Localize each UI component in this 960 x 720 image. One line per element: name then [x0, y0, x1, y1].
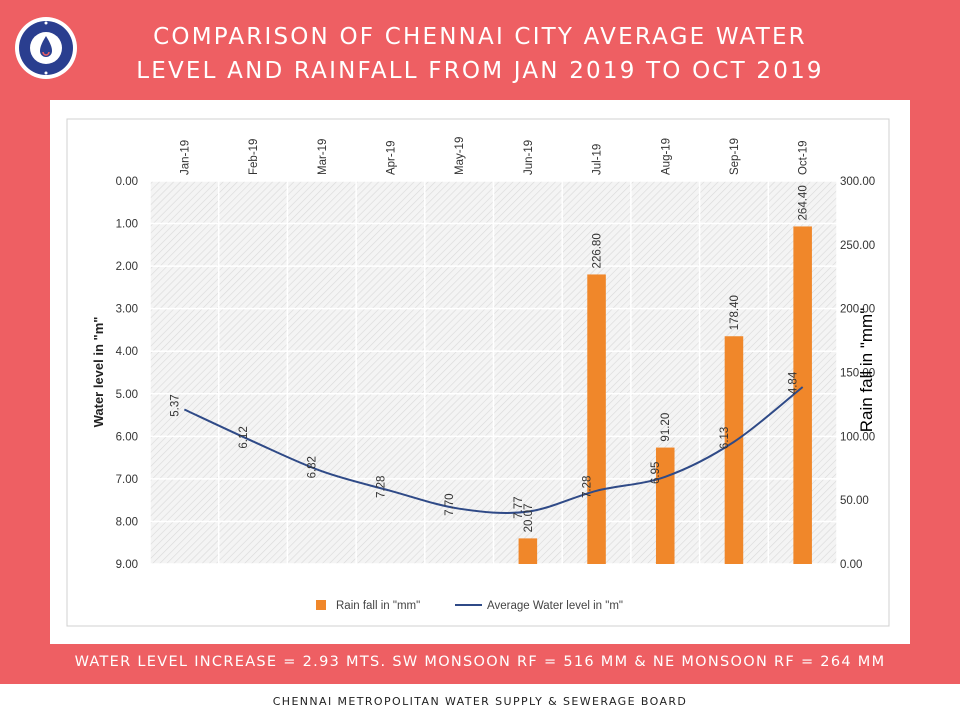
right-axis-label: Rain fall in "mm" — [857, 308, 876, 433]
left-tick-label: 5.00 — [116, 389, 138, 401]
right-tick-label: 50.00 — [840, 495, 869, 507]
right-tick-label: 150.00 — [840, 368, 875, 380]
left-tick-label: 4.00 — [116, 346, 138, 358]
rain-bar — [793, 226, 812, 564]
x-tick-label: Feb-19 — [248, 139, 260, 175]
cmwssb-logo-icon — [15, 17, 77, 79]
water-level-value-label: 6.95 — [650, 462, 662, 484]
organization-name: CHENNAI METROPOLITAN WATER SUPPLY & SEWE… — [272, 695, 688, 708]
x-tick-label: Jul-19 — [592, 144, 604, 175]
rain-bar — [518, 538, 538, 564]
right-tick-label: 100.00 — [840, 431, 875, 443]
rain-bar — [724, 336, 744, 564]
chart-title: COMPARISON OF CHENNAI CITY AVERAGE WATER… — [0, 20, 960, 88]
water-level-line — [183, 386, 804, 514]
legend-bar-swatch — [316, 600, 326, 610]
x-tick-label: Apr-19 — [385, 140, 397, 175]
left-tick-label: 3.00 — [116, 304, 138, 316]
chart-border — [66, 118, 890, 627]
water-level-value-label: 6.82 — [307, 456, 319, 478]
rain-bars — [518, 226, 812, 564]
title-line-2: LEVEL AND RAINFALL FROM JAN 2019 TO OCT … — [136, 58, 824, 84]
rain-bar — [587, 274, 606, 564]
rain-value-label: 226.80 — [592, 233, 604, 268]
left-axis-label: Water level in "m" — [91, 317, 106, 428]
right-tick-label: 250.00 — [840, 240, 875, 252]
left-tick-label: 2.00 — [116, 261, 138, 273]
x-tick-label: May-19 — [454, 137, 466, 175]
chart-svg: 5.37 6.12 6.82 7.28 7.70 7.77 7.28 6.95 6.13 4.84… — [66, 118, 890, 627]
right-tick-label: 300.00 — [840, 176, 875, 188]
x-axis-ticks: Jan-19 Feb-19 Mar-19 Apr-19 May-19 Jun-19 Jul-… — [179, 137, 809, 175]
x-tick-label: Oct-19 — [798, 140, 810, 175]
legend: Rain fall in "mm" Average Water level in… — [316, 600, 623, 612]
water-level-value-label: 5.37 — [169, 394, 181, 416]
gridlines — [149, 180, 838, 565]
left-tick-label: 1.00 — [116, 219, 138, 231]
water-level-value-label: 7.28 — [582, 476, 594, 498]
water-level-value-label: 7.77 — [513, 496, 525, 518]
x-tick-label: Jun-19 — [523, 140, 535, 175]
water-level-value-label: 6.12 — [238, 426, 250, 448]
x-tick-label: Jan-19 — [179, 140, 191, 175]
left-tick-label: 7.00 — [116, 474, 138, 486]
legend-bar-label: Rain fall in "mm" — [336, 600, 420, 612]
left-tick-label: 0.00 — [116, 176, 138, 188]
right-axis-ticks: 0.00 50.00 100.00 150.00 200.00 250.00 300.00 — [840, 176, 875, 571]
left-tick-label: 9.00 — [116, 559, 138, 571]
chart-panel: 5.37 6.12 6.82 7.28 7.70 7.77 7.28 6.95 6.13 4.84… — [50, 100, 910, 644]
left-tick-label: 6.00 — [116, 431, 138, 443]
right-tick-label: 200.00 — [840, 304, 875, 316]
water-level-value-label: 4.84 — [788, 371, 800, 394]
rain-value-label: 91.20 — [660, 413, 672, 442]
water-level-value-label: 7.70 — [444, 493, 456, 515]
rain-value-label: 264.40 — [798, 185, 810, 220]
water-level-labels: 5.37 6.12 6.82 7.28 7.70 7.77 7.28 6.95 6.13 4.84 — [169, 371, 799, 519]
rain-labels: 20.07 226.80 91.20 178.40 264.40 — [523, 185, 810, 532]
legend-line-label: Average Water level in "m" — [487, 600, 623, 612]
x-tick-label: Aug-19 — [660, 138, 672, 175]
rain-value-label: 178.40 — [729, 295, 741, 330]
rain-bar — [655, 447, 675, 564]
title-line-1: COMPARISON OF CHENNAI CITY AVERAGE WATER — [153, 24, 807, 50]
x-tick-label: Mar-19 — [317, 139, 329, 175]
water-level-value-label: 6.13 — [719, 427, 731, 449]
right-tick-label: 0.00 — [840, 559, 862, 571]
rain-value-label: 20.07 — [523, 504, 535, 533]
left-axis-ticks: 0.00 1.00 2.00 3.00 4.00 5.00 6.00 7.00 8.00 9.00 — [116, 176, 138, 571]
summary-text: WATER LEVEL INCREASE = 2.93 MTS. SW MONS… — [74, 654, 886, 670]
x-tick-label: Sep-19 — [729, 138, 741, 175]
footer-band — [0, 684, 960, 720]
left-tick-label: 8.00 — [116, 516, 138, 528]
water-level-value-label: 7.28 — [375, 476, 387, 498]
